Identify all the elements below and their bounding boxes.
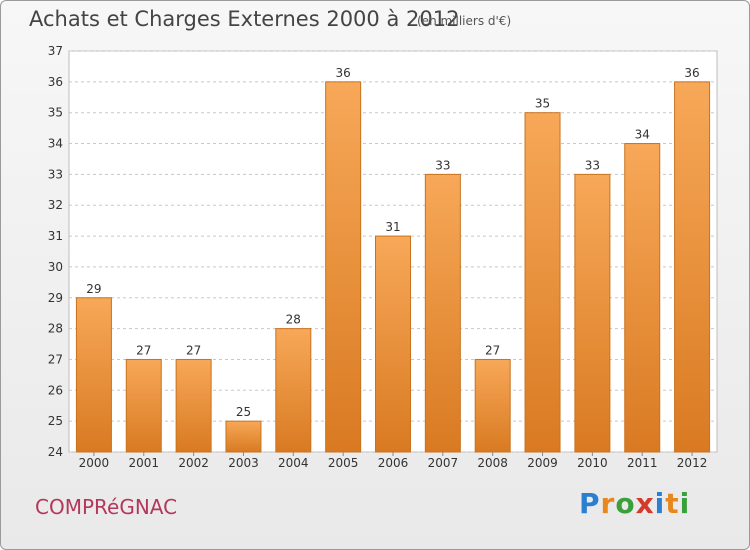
y-tick-label: 30 [48, 260, 63, 274]
bars [75, 81, 711, 453]
y-tick-label: 25 [48, 414, 63, 428]
y-tick-label: 34 [48, 137, 63, 151]
y-tick-label: 28 [48, 322, 63, 336]
chart-title: Achats et Charges Externes 2000 à 2012 [29, 7, 460, 31]
y-tick-label: 27 [48, 352, 63, 366]
bar [375, 235, 411, 453]
bar [674, 81, 711, 453]
data-label: 36 [684, 66, 699, 80]
bar [624, 143, 661, 453]
data-label: 28 [286, 313, 301, 327]
y-tick-label: 33 [48, 167, 63, 181]
x-tick-label: 2005 [328, 456, 359, 470]
y-tick-label: 35 [48, 106, 63, 120]
x-tick-label: 2011 [627, 456, 658, 470]
bar [325, 81, 362, 453]
data-label: 34 [635, 128, 650, 142]
bar [424, 173, 461, 453]
y-tick-label: 24 [48, 445, 63, 459]
data-label: 33 [435, 158, 450, 172]
bar [474, 358, 511, 453]
data-label: 25 [236, 405, 251, 419]
x-tick-label: 2006 [378, 456, 409, 470]
commune-name: COMPRéGNAC [35, 495, 178, 519]
logo-letter: i [654, 487, 666, 520]
logo-letter: i [679, 487, 691, 520]
x-tick-label: 2004 [278, 456, 309, 470]
y-tick-label: 29 [48, 291, 63, 305]
data-label: 29 [86, 282, 101, 296]
y-tick-label: 32 [48, 198, 63, 212]
x-tick-label: 2007 [428, 456, 459, 470]
x-tick-label: 2003 [228, 456, 259, 470]
data-label: 27 [485, 343, 500, 357]
logo-letter: r [600, 487, 616, 520]
x-tick-label: 2009 [527, 456, 558, 470]
logo-letter: o [615, 487, 636, 520]
data-label: 27 [136, 343, 151, 357]
logo-letter: t [665, 487, 680, 520]
data-label: 31 [385, 220, 400, 234]
bar [275, 328, 312, 453]
x-tick-label: 2012 [677, 456, 708, 470]
bar [524, 112, 561, 453]
data-label: 36 [336, 66, 351, 80]
bar [75, 297, 112, 453]
logo-letter: P [579, 487, 601, 520]
bar [125, 358, 162, 453]
y-tick-label: 31 [48, 229, 63, 243]
logo-letter: x [635, 487, 655, 520]
proxiti-logo: Proxiti [579, 487, 690, 520]
chart-unit: (en milliers d'€) [417, 14, 512, 28]
y-axis-ticks: 24 25 26 27 28 29 30 31 32 33 34 35 36 37 [48, 44, 63, 459]
data-label: 27 [186, 343, 201, 357]
x-tick-label: 2000 [79, 456, 110, 470]
bar [175, 358, 212, 453]
bar [225, 420, 262, 453]
bar [574, 173, 611, 453]
x-tick-label: 2008 [477, 456, 508, 470]
y-tick-label: 36 [48, 75, 63, 89]
x-tick-label: 2010 [577, 456, 608, 470]
data-labels: 29 27 27 25 28 36 31 33 27 35 33 34 36 [86, 66, 699, 419]
data-label: 33 [585, 158, 600, 172]
y-tick-label: 26 [48, 383, 63, 397]
data-label: 35 [535, 97, 550, 111]
x-tick-label: 2002 [178, 456, 209, 470]
y-tick-label: 37 [48, 44, 63, 58]
x-axis-ticks: 2000 2001 2002 2003 2004 2005 2006 2007 2008 2009… [79, 452, 708, 470]
x-tick-label: 2001 [128, 456, 159, 470]
